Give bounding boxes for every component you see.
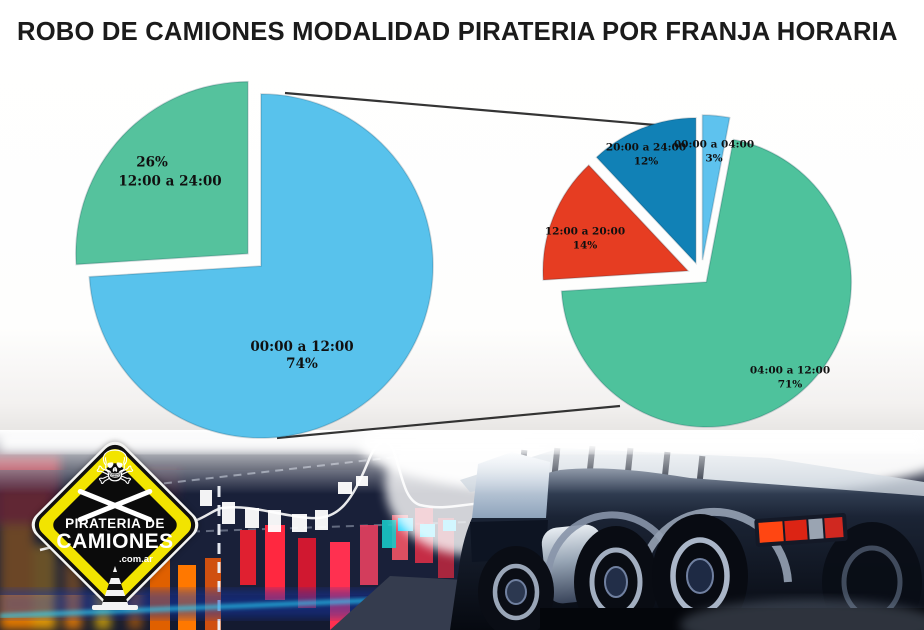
slice-label-00a12: 00:00 a 12:00 74% (250, 339, 354, 372)
connector-line-top (284, 91, 668, 128)
slice-label-12a24-pct: 26% (136, 154, 168, 171)
slice-label-20a24: 20:00 a 24:00 12% (605, 141, 687, 168)
slice-label-00a04: 00:00 a 04:00 3% (673, 138, 755, 165)
truck-wheels (478, 514, 922, 630)
tail-lights (754, 512, 848, 547)
pie-chart-detalle (542, 114, 853, 428)
connector-line-bottom (276, 404, 621, 440)
pie-slice (560, 138, 853, 428)
page-title: ROBO DE CAMIONES MODALIDAD PIRATERIA POR… (17, 16, 898, 46)
pie-slice (701, 114, 731, 261)
truck-photo-background (0, 430, 924, 630)
slice-label-12a24: 12:00 a 24:00 (118, 173, 222, 190)
pie-slice (75, 80, 249, 266)
skull-crossbones-icon: ☠ (93, 441, 137, 496)
pie-slice (542, 164, 690, 281)
traffic-cone-base (92, 605, 138, 610)
logo-text-line2: CAMIONES (56, 530, 174, 553)
logo-text-line3: .com.ar (119, 554, 153, 565)
pie-slice (595, 117, 697, 266)
slice-label-12a20: 12:00 a 20:00 14% (544, 225, 626, 252)
pie-slice (88, 93, 434, 439)
pirateria-logo: ☠ PIRATERIA DE CAMIONES .com.ar (25, 435, 205, 615)
traffic-cone-icon (100, 566, 130, 608)
pie-chart-principal (75, 80, 434, 439)
slice-label-04a12: 04:00 a 12:00 71% (749, 364, 831, 391)
logo-text-line1: PIRATERIA DE (65, 516, 165, 531)
